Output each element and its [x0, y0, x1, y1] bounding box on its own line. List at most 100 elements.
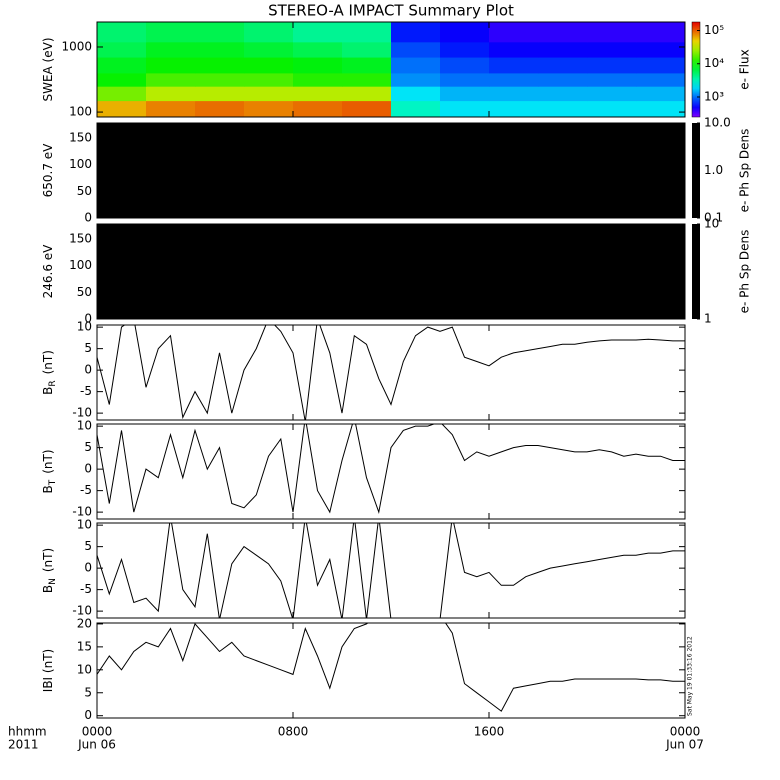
panel-frame	[96, 423, 686, 520]
heatmap-cell	[489, 22, 539, 43]
heatmap-cell	[195, 72, 245, 87]
heatmap-cell	[146, 22, 196, 43]
panel	[97, 623, 685, 712]
heatmap-cell	[489, 86, 539, 102]
heatmap-cell	[293, 86, 343, 102]
heatmap-cell	[391, 57, 441, 74]
heatmap-cell	[489, 100, 539, 117]
x-axis-year: 2011	[8, 738, 39, 752]
heatmap-cell	[489, 41, 539, 58]
y-axis-label: BN(nT)	[41, 548, 58, 593]
x-tick-label: 0000	[82, 725, 113, 739]
colorbar-label: e- Ph Sp Dens	[738, 129, 752, 213]
y-tick-label: -10	[72, 406, 92, 420]
y-tick-label: 0	[84, 561, 92, 575]
y-tick-label: 150	[69, 130, 92, 144]
heatmap-cell	[440, 72, 490, 87]
heatmap-cell	[489, 72, 539, 87]
heatmap-cell	[293, 72, 343, 87]
y-tick-label: 5	[84, 341, 92, 355]
heatmap-cell	[195, 41, 245, 58]
heatmap-cell	[440, 22, 490, 43]
x-tick-label: 0000	[670, 725, 701, 739]
panel-frame	[96, 622, 686, 719]
heatmap-cell	[244, 72, 294, 87]
colorbar	[692, 224, 700, 319]
heatmap-cell	[391, 72, 441, 87]
heatmap-cell	[636, 22, 685, 43]
heatmap-cell	[636, 100, 685, 117]
timestamp: Sat May 19 01:33:16 2012	[687, 636, 694, 716]
heatmap-cell	[97, 57, 147, 74]
heatmap-cell	[97, 100, 147, 117]
heatmap-cell	[538, 72, 588, 87]
colorbar-label: e- Ph Sp Dens	[738, 230, 752, 314]
heatmap-cell	[293, 22, 343, 43]
heatmap-cell	[391, 41, 441, 58]
heatmap-cell	[342, 72, 392, 87]
heatmap-cell	[342, 22, 392, 43]
heatmap-cell	[244, 86, 294, 102]
y-tick-label: 5	[84, 685, 92, 699]
y-tick-label: 10	[77, 419, 92, 433]
data-line	[97, 523, 685, 618]
panel	[97, 123, 685, 218]
heatmap-cell	[587, 41, 637, 58]
y-tick-label: -10	[72, 604, 92, 618]
heatmap-cell	[391, 86, 441, 102]
colorbar-tick-label: 10³	[704, 89, 724, 103]
panel-frame	[96, 522, 686, 619]
colorbar	[691, 21, 701, 118]
heatmap-cell	[244, 22, 294, 43]
heatmap-cell	[391, 100, 441, 117]
heatmap-cell	[489, 57, 539, 74]
heatmap-cell	[342, 41, 392, 58]
panel-frame	[96, 223, 686, 320]
colorbar-tick-label: 10.0	[704, 116, 731, 130]
heatmap-cell	[636, 57, 685, 74]
panel-fill	[97, 224, 685, 319]
colorbar-tick-label: 0.1	[704, 211, 723, 225]
y-tick-label: 150	[69, 231, 92, 245]
heatmap-cell	[538, 57, 588, 74]
heatmap-cell	[636, 86, 685, 102]
heatmap-cell	[440, 86, 490, 102]
heatmap-cell	[440, 100, 490, 117]
heatmap-cell	[538, 22, 588, 43]
heatmap-cell	[587, 72, 637, 87]
heatmap-cell	[342, 57, 392, 74]
heatmap-cell	[293, 57, 343, 74]
y-tick-label: -5	[80, 384, 92, 398]
heatmap-cell	[146, 100, 196, 117]
y-tick-label: 0	[84, 211, 92, 225]
y-tick-label: 15	[77, 639, 92, 653]
y-axis-label: IBI (nT)	[41, 649, 55, 692]
panel	[97, 523, 685, 618]
panel	[97, 325, 685, 420]
colorbar-tick-label: 10⁵	[704, 23, 724, 37]
y-tick-label: 5	[84, 440, 92, 454]
data-line	[97, 325, 685, 420]
panel-frame	[96, 324, 686, 421]
x-date-label: Jun 06	[77, 738, 116, 752]
colorbar-tick-label: 1	[704, 312, 712, 326]
y-tick-label: 0	[84, 312, 92, 326]
heatmap-cell	[97, 72, 147, 87]
y-tick-label: 0	[84, 462, 92, 476]
heatmap-cell	[146, 57, 196, 74]
chart-title: STEREO-A IMPACT Summary Plot	[268, 2, 514, 20]
panel	[97, 224, 685, 319]
heatmap-cell	[97, 86, 147, 102]
heatmap-cell	[244, 100, 294, 117]
y-axis-label: 650.7 eV	[41, 143, 55, 198]
heatmap-cell	[587, 86, 637, 102]
heatmap-cell	[195, 86, 245, 102]
y-tick-label: 0	[84, 363, 92, 377]
y-tick-label: 100	[69, 157, 92, 171]
x-tick-label: 0800	[278, 725, 309, 739]
heatmap-cell	[587, 100, 637, 117]
heatmap-cell	[636, 41, 685, 58]
heatmap-cell	[195, 22, 245, 43]
y-axis-label: 246.6 eV	[41, 244, 55, 299]
